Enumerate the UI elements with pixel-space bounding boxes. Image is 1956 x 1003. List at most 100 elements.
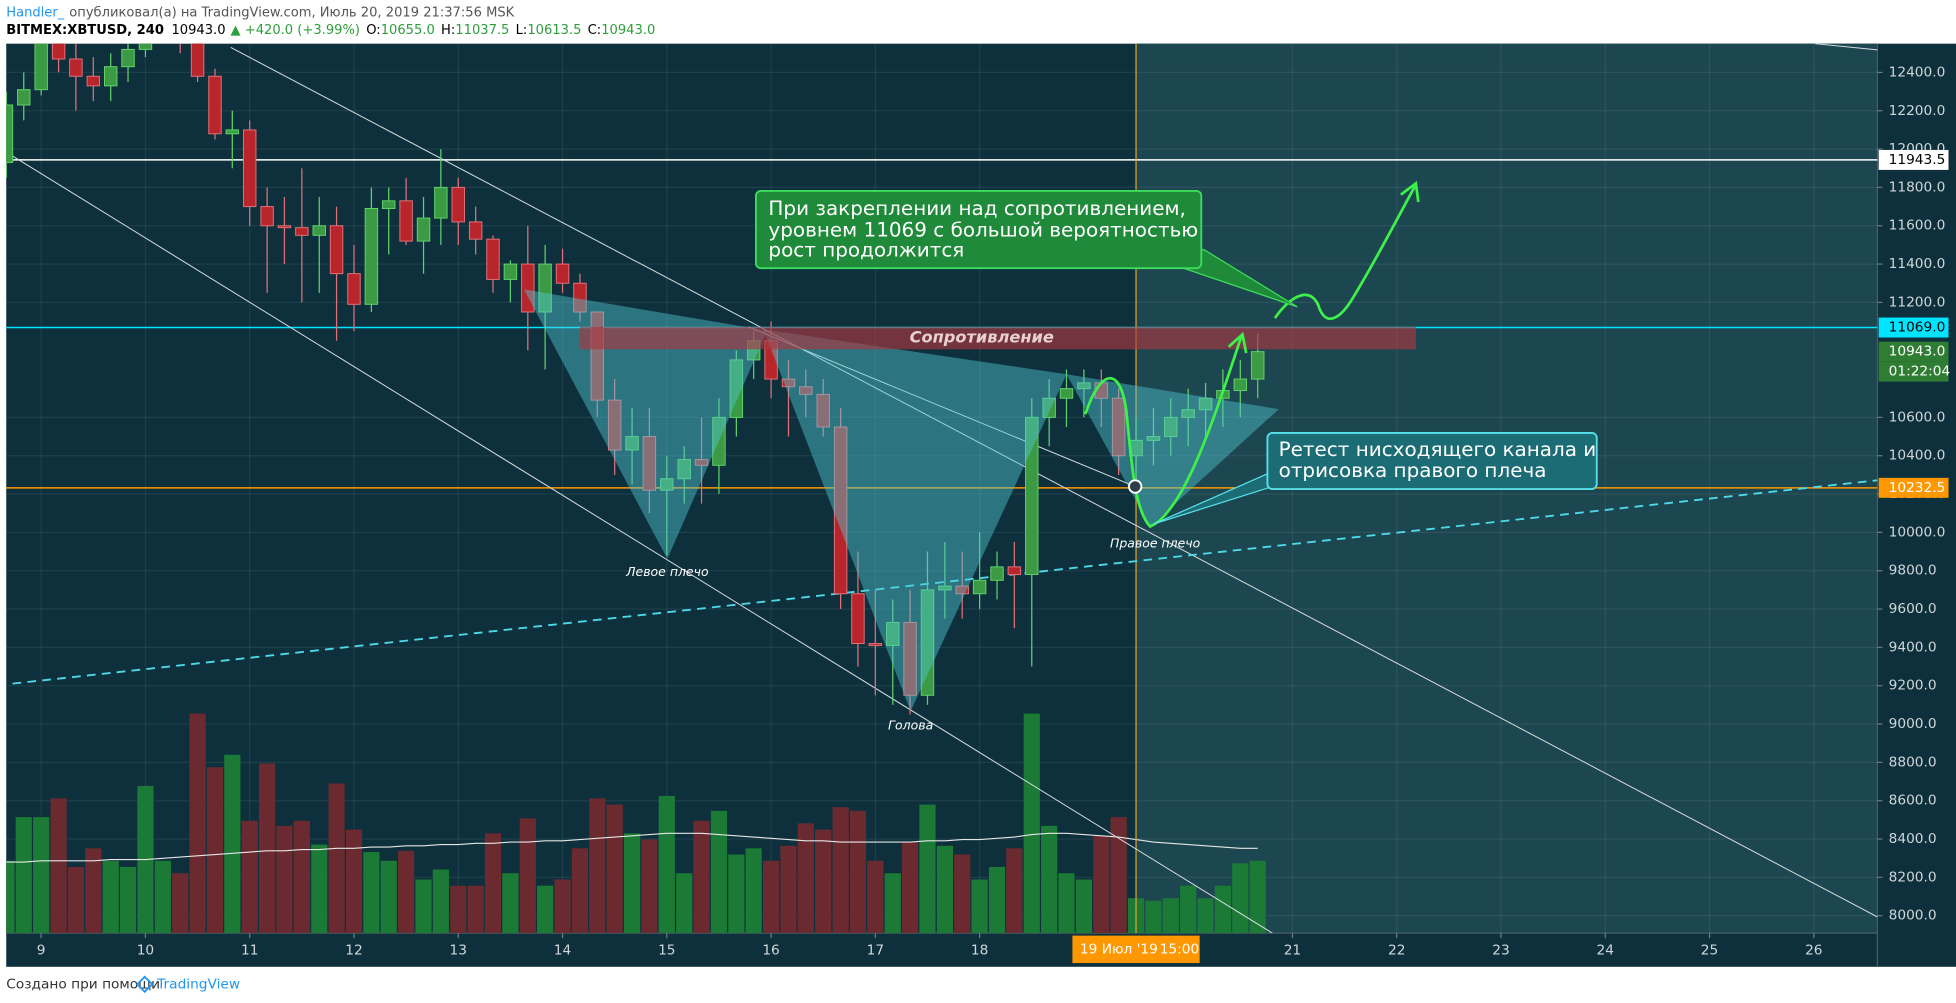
volume-bar [6,860,15,934]
x-tick-label: 24 [1597,943,1614,959]
volume-bar [1041,825,1058,934]
volume-bar [589,798,606,934]
forecast-arrow [1083,336,1243,529]
price-tag-label: 11943.5 [1889,152,1946,168]
volume-bar [102,860,119,934]
candle-body [1233,378,1248,392]
candle-body [468,221,483,240]
crosshair-date: 19 Июл '19 [1080,941,1158,957]
pattern: Сопротивление Левое плечо Голова Правое … [523,180,1598,733]
y-tick-label: 9600.0 [1889,601,1937,617]
volume-bar [815,829,832,934]
candle-body [816,393,830,428]
x-tick-label: 25 [1701,943,1718,959]
x-tick-label: 23 [1492,943,1509,959]
candle-body [103,66,118,87]
volume-bar [936,845,954,934]
candle-body [1042,397,1056,418]
trend-line [748,326,1136,487]
callout-text: рост продолжится [768,237,964,261]
volume-bar [1180,885,1197,934]
candle-body [920,589,935,696]
candle-body [1111,397,1126,457]
volume-bar [971,879,988,934]
volume-bar [519,818,536,934]
candle-body [625,436,639,451]
x-tick-label: 18 [971,943,988,959]
ohlc-key: O: [366,22,380,37]
candle-body [677,459,691,480]
volume-bar [1075,879,1092,934]
y-tick-label: 8600.0 [1889,793,1937,809]
volume-bar [259,763,276,934]
candle-body [1198,397,1213,411]
candle-body [138,43,153,50]
volume-bar [884,873,901,934]
trend-line [1814,43,1878,51]
volume-bar [50,798,67,934]
volume-bar [762,860,780,934]
candle-body [347,273,361,305]
x-tick-label: 21 [1284,943,1301,959]
last: 10943.0 [171,22,225,37]
candle-body [17,89,31,106]
volume-bar [33,817,50,934]
candle-body [277,225,292,229]
y-tick-label: 9200.0 [1889,678,1937,694]
x-tick-label: 10 [137,943,154,959]
volume-bar [901,842,919,934]
price-tag-label: 11069.0 [1889,320,1946,336]
volume-bar [398,850,415,934]
head-triangle [763,329,1067,712]
candle-body [364,208,379,305]
ohlc-value: 10613.5 [527,22,581,37]
volume-bar [658,795,675,934]
y-tick-label: 9400.0 [1889,639,1937,655]
candle-body [1164,416,1178,438]
volume-bar [1145,900,1162,934]
volume-bar [1214,885,1231,934]
x-tick-label: 16 [762,943,779,959]
candle-body [69,58,83,77]
volume-bar [780,845,797,934]
candle-body [538,263,552,313]
volume-ma [6,832,1258,863]
candle-body [1146,436,1161,441]
volume-bar [1093,835,1110,934]
author[interactable]: Handler_ [6,5,64,20]
forecast-arrow [1273,183,1418,321]
candle-body [260,206,274,227]
volume-bar [1197,898,1214,934]
y-tick-label: 11400.0 [1889,256,1946,272]
volume-bar [380,860,397,934]
candle-body [1007,566,1022,576]
candle-body [833,426,848,595]
volume-bar [328,783,345,934]
drawings [12,43,1878,934]
left-shoulder-label: Левое плечо [625,564,709,579]
crosshair-tag [1072,935,1200,964]
volume-bar [554,879,571,934]
volume-bar [276,825,293,934]
footer-brand[interactable]: TradingView [156,976,240,992]
price-tag [1878,317,1949,338]
candle-body [34,43,48,91]
resistance-zone [580,326,1416,350]
y-tick-label: 10400.0 [1889,448,1946,464]
head-label: Голова [888,718,933,733]
crosshair-time: 15:00 [1160,941,1200,957]
candle-body [955,585,969,595]
arrow-head [1400,180,1420,203]
ohlc-value: 10655.0 [381,22,435,37]
candle-body [399,200,413,242]
x-tick-label: 17 [867,943,884,959]
candle-body [486,238,500,280]
candle-body [190,43,205,77]
candle-body [1181,409,1195,418]
volume-bar [85,848,102,934]
candle-body [573,282,587,313]
candle-body [642,436,657,491]
right-shoulder-label: Правое плечо [1110,535,1201,550]
volume-bar [224,754,241,934]
